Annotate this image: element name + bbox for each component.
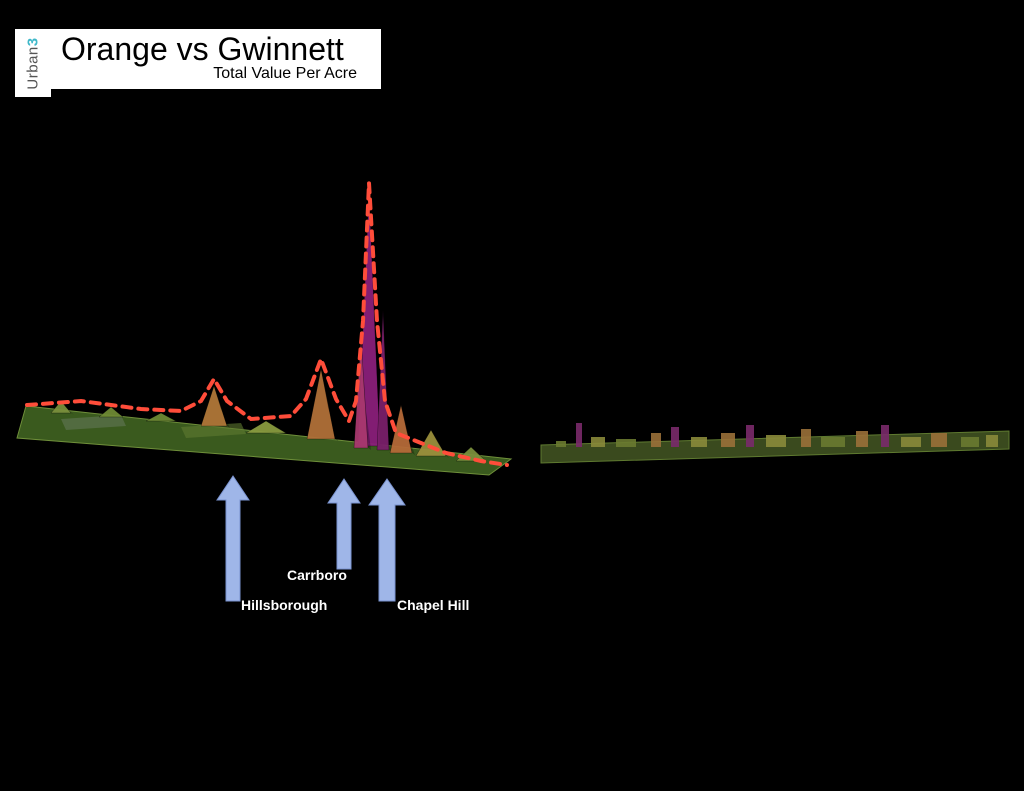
terrain-orange-county [17,191,511,475]
label-chapel-hill: Chapel Hill [397,597,469,613]
arrow-carrboro [328,479,360,569]
arrow-chapel-hill [369,479,405,601]
terrain-gwinnett-county [541,423,1009,463]
label-hillsborough: Hillsborough [241,597,327,613]
label-carrboro: Carrboro [287,567,347,583]
terrain-layer [1,1,1024,791]
arrow-hillsborough [217,476,249,601]
chart-stage: Urban3 Orange vs Gwinnett Total Value Pe… [0,0,1024,791]
